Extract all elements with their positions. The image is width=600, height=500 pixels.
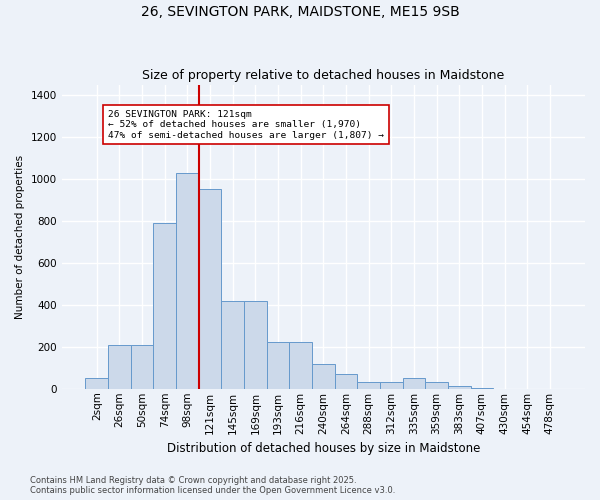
Bar bbox=[266, 342, 289, 389]
Text: 26, SEVINGTON PARK, MAIDSTONE, ME15 9SB: 26, SEVINGTON PARK, MAIDSTONE, ME15 9SB bbox=[140, 5, 460, 19]
Bar bbox=[358, 382, 380, 389]
Bar bbox=[335, 374, 358, 389]
Title: Size of property relative to detached houses in Maidstone: Size of property relative to detached ho… bbox=[142, 69, 505, 82]
Bar bbox=[176, 172, 199, 389]
Bar bbox=[154, 223, 176, 389]
Bar bbox=[448, 386, 470, 389]
Bar bbox=[380, 382, 403, 389]
Bar bbox=[289, 342, 312, 389]
Y-axis label: Number of detached properties: Number of detached properties bbox=[15, 154, 25, 318]
Text: Contains HM Land Registry data © Crown copyright and database right 2025.
Contai: Contains HM Land Registry data © Crown c… bbox=[30, 476, 395, 495]
Bar bbox=[199, 190, 221, 389]
Bar bbox=[221, 300, 244, 389]
Bar bbox=[131, 344, 154, 389]
Bar bbox=[244, 300, 266, 389]
Bar bbox=[312, 364, 335, 389]
Text: 26 SEVINGTON PARK: 121sqm
← 52% of detached houses are smaller (1,970)
47% of se: 26 SEVINGTON PARK: 121sqm ← 52% of detac… bbox=[108, 110, 384, 140]
Bar bbox=[425, 382, 448, 389]
Bar bbox=[85, 378, 108, 389]
Bar bbox=[108, 344, 131, 389]
Bar bbox=[470, 388, 493, 389]
Bar bbox=[403, 378, 425, 389]
X-axis label: Distribution of detached houses by size in Maidstone: Distribution of detached houses by size … bbox=[167, 442, 480, 455]
